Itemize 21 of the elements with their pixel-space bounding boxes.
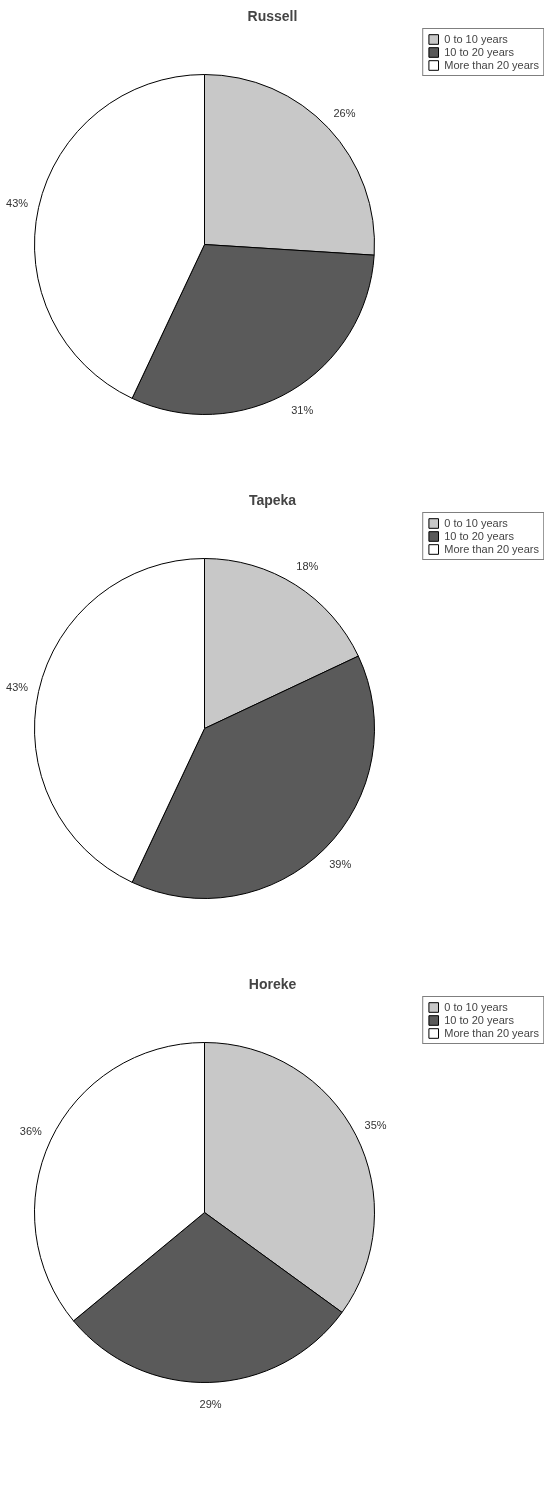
chart-title: Horeke <box>248 975 297 992</box>
data-label: 43% <box>6 196 29 209</box>
legend-label: 10 to 20 years <box>444 530 514 542</box>
legend-label: More than 20 years <box>444 1027 539 1039</box>
legend-label: More than 20 years <box>444 543 539 555</box>
data-label: 35% <box>364 1119 387 1132</box>
legend-label: More than 20 years <box>444 59 539 71</box>
data-label: 29% <box>199 1398 222 1411</box>
chart-title: Tapeka <box>248 491 297 508</box>
legend-label: 10 to 20 years <box>444 46 514 58</box>
legend-label: 0 to 10 years <box>444 33 508 45</box>
data-label: 31% <box>291 403 314 416</box>
legend-label: 0 to 10 years <box>444 1001 508 1013</box>
legend-label: 10 to 20 years <box>444 1014 514 1026</box>
data-label: 36% <box>19 1124 42 1137</box>
legend-label: 0 to 10 years <box>444 517 508 529</box>
data-label: 39% <box>329 858 352 871</box>
chart-title: Russell <box>247 7 298 24</box>
data-label: 26% <box>333 107 356 120</box>
data-label: 43% <box>6 680 29 693</box>
data-label: 18% <box>296 560 319 573</box>
